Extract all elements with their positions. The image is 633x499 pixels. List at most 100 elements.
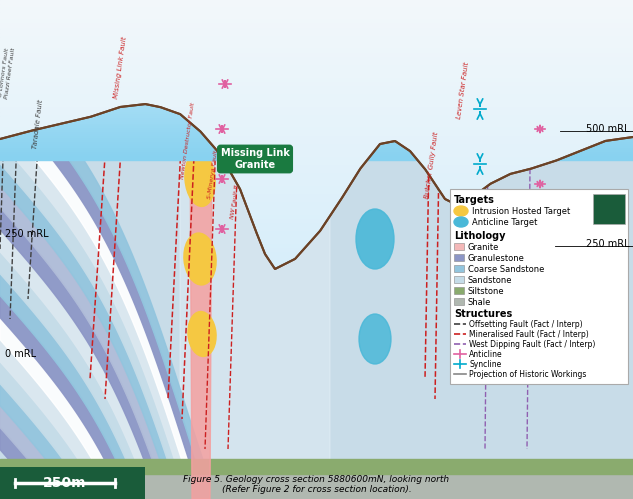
Bar	[0, 445, 633, 449]
Bar	[0, 24, 633, 26]
Bar	[0, 479, 633, 484]
Bar	[0, 99, 633, 102]
Text: Missing Link
Granite: Missing Link Granite	[220, 148, 289, 170]
Bar	[0, 116, 633, 121]
Bar	[0, 43, 633, 46]
Bar	[0, 230, 633, 235]
Text: Projection of Historic Workings: Projection of Historic Workings	[469, 370, 586, 379]
Bar	[0, 145, 633, 150]
Bar	[0, 354, 633, 359]
Bar	[0, 85, 633, 88]
Bar	[0, 28, 633, 33]
Bar	[0, 57, 633, 60]
Bar	[0, 45, 633, 50]
Bar	[0, 145, 633, 150]
Bar	[0, 147, 633, 150]
Text: 250 mRL: 250 mRL	[586, 239, 630, 249]
Text: Newton Destructor Fault: Newton Destructor Fault	[180, 102, 196, 179]
Bar	[0, 349, 633, 354]
Bar	[0, 432, 633, 437]
Polygon shape	[15, 132, 201, 499]
Bar	[0, 2, 633, 4]
Bar	[0, 8, 633, 10]
Text: Targets: Targets	[454, 195, 495, 205]
Bar	[0, 278, 633, 283]
Text: O'connors Fault
Piazzi Reef Fault: O'connors Fault Piazzi Reef Fault	[0, 46, 16, 99]
Bar	[0, 279, 633, 284]
Bar	[0, 378, 633, 383]
Bar	[0, 374, 633, 378]
Bar	[0, 70, 633, 75]
Bar	[0, 345, 633, 349]
Bar	[0, 75, 633, 78]
Bar	[0, 70, 633, 75]
Bar	[454, 298, 464, 305]
Bar	[0, 319, 633, 324]
Bar	[0, 449, 633, 454]
Bar	[0, 353, 633, 358]
Bar	[0, 127, 633, 130]
Bar	[0, 35, 633, 40]
Bar	[0, 307, 633, 312]
Bar	[0, 245, 633, 250]
Bar	[0, 379, 633, 384]
Bar	[0, 135, 633, 138]
Bar	[0, 63, 633, 66]
Text: Siltstone: Siltstone	[468, 287, 505, 296]
Bar	[0, 253, 633, 258]
Bar	[0, 39, 633, 42]
Polygon shape	[0, 230, 158, 499]
Bar	[0, 240, 633, 245]
Bar	[0, 414, 633, 419]
Text: Granulestone: Granulestone	[468, 254, 525, 263]
Bar	[0, 224, 633, 229]
Bar	[0, 8, 633, 12]
Bar	[0, 465, 633, 470]
Bar	[0, 77, 633, 80]
Bar	[0, 128, 633, 133]
Bar	[0, 91, 633, 94]
Bar	[0, 436, 633, 441]
Bar	[0, 382, 633, 387]
Bar	[0, 249, 633, 253]
Bar	[0, 20, 633, 25]
Bar	[0, 339, 633, 344]
Bar	[0, 225, 633, 230]
Bar	[0, 26, 633, 28]
Ellipse shape	[188, 311, 216, 356]
Bar	[0, 411, 633, 416]
Bar	[0, 449, 633, 453]
Polygon shape	[0, 295, 133, 499]
Bar	[0, 117, 633, 120]
Bar	[0, 478, 633, 483]
Bar	[0, 190, 633, 195]
Bar	[0, 160, 633, 165]
Bar	[0, 464, 633, 469]
Polygon shape	[0, 362, 102, 499]
Bar	[0, 155, 633, 160]
Bar	[0, 329, 633, 334]
Bar	[0, 399, 633, 404]
Bar	[0, 120, 633, 125]
Bar	[0, 415, 633, 420]
Bar	[0, 440, 633, 445]
Text: Shale: Shale	[468, 298, 491, 307]
Bar	[454, 243, 464, 250]
Bar	[0, 71, 633, 74]
Polygon shape	[180, 114, 330, 499]
Bar	[0, 112, 633, 116]
Bar	[0, 24, 633, 29]
Bar	[0, 115, 633, 120]
Bar	[0, 10, 633, 15]
Bar	[0, 245, 633, 250]
Bar	[0, 274, 633, 278]
Bar	[0, 49, 633, 52]
Bar	[0, 0, 633, 5]
Bar	[0, 424, 633, 429]
Bar	[0, 295, 633, 299]
Bar	[0, 241, 633, 246]
Bar	[0, 20, 633, 22]
Bar	[0, 49, 633, 54]
Bar	[0, 210, 633, 215]
Bar	[0, 157, 633, 160]
